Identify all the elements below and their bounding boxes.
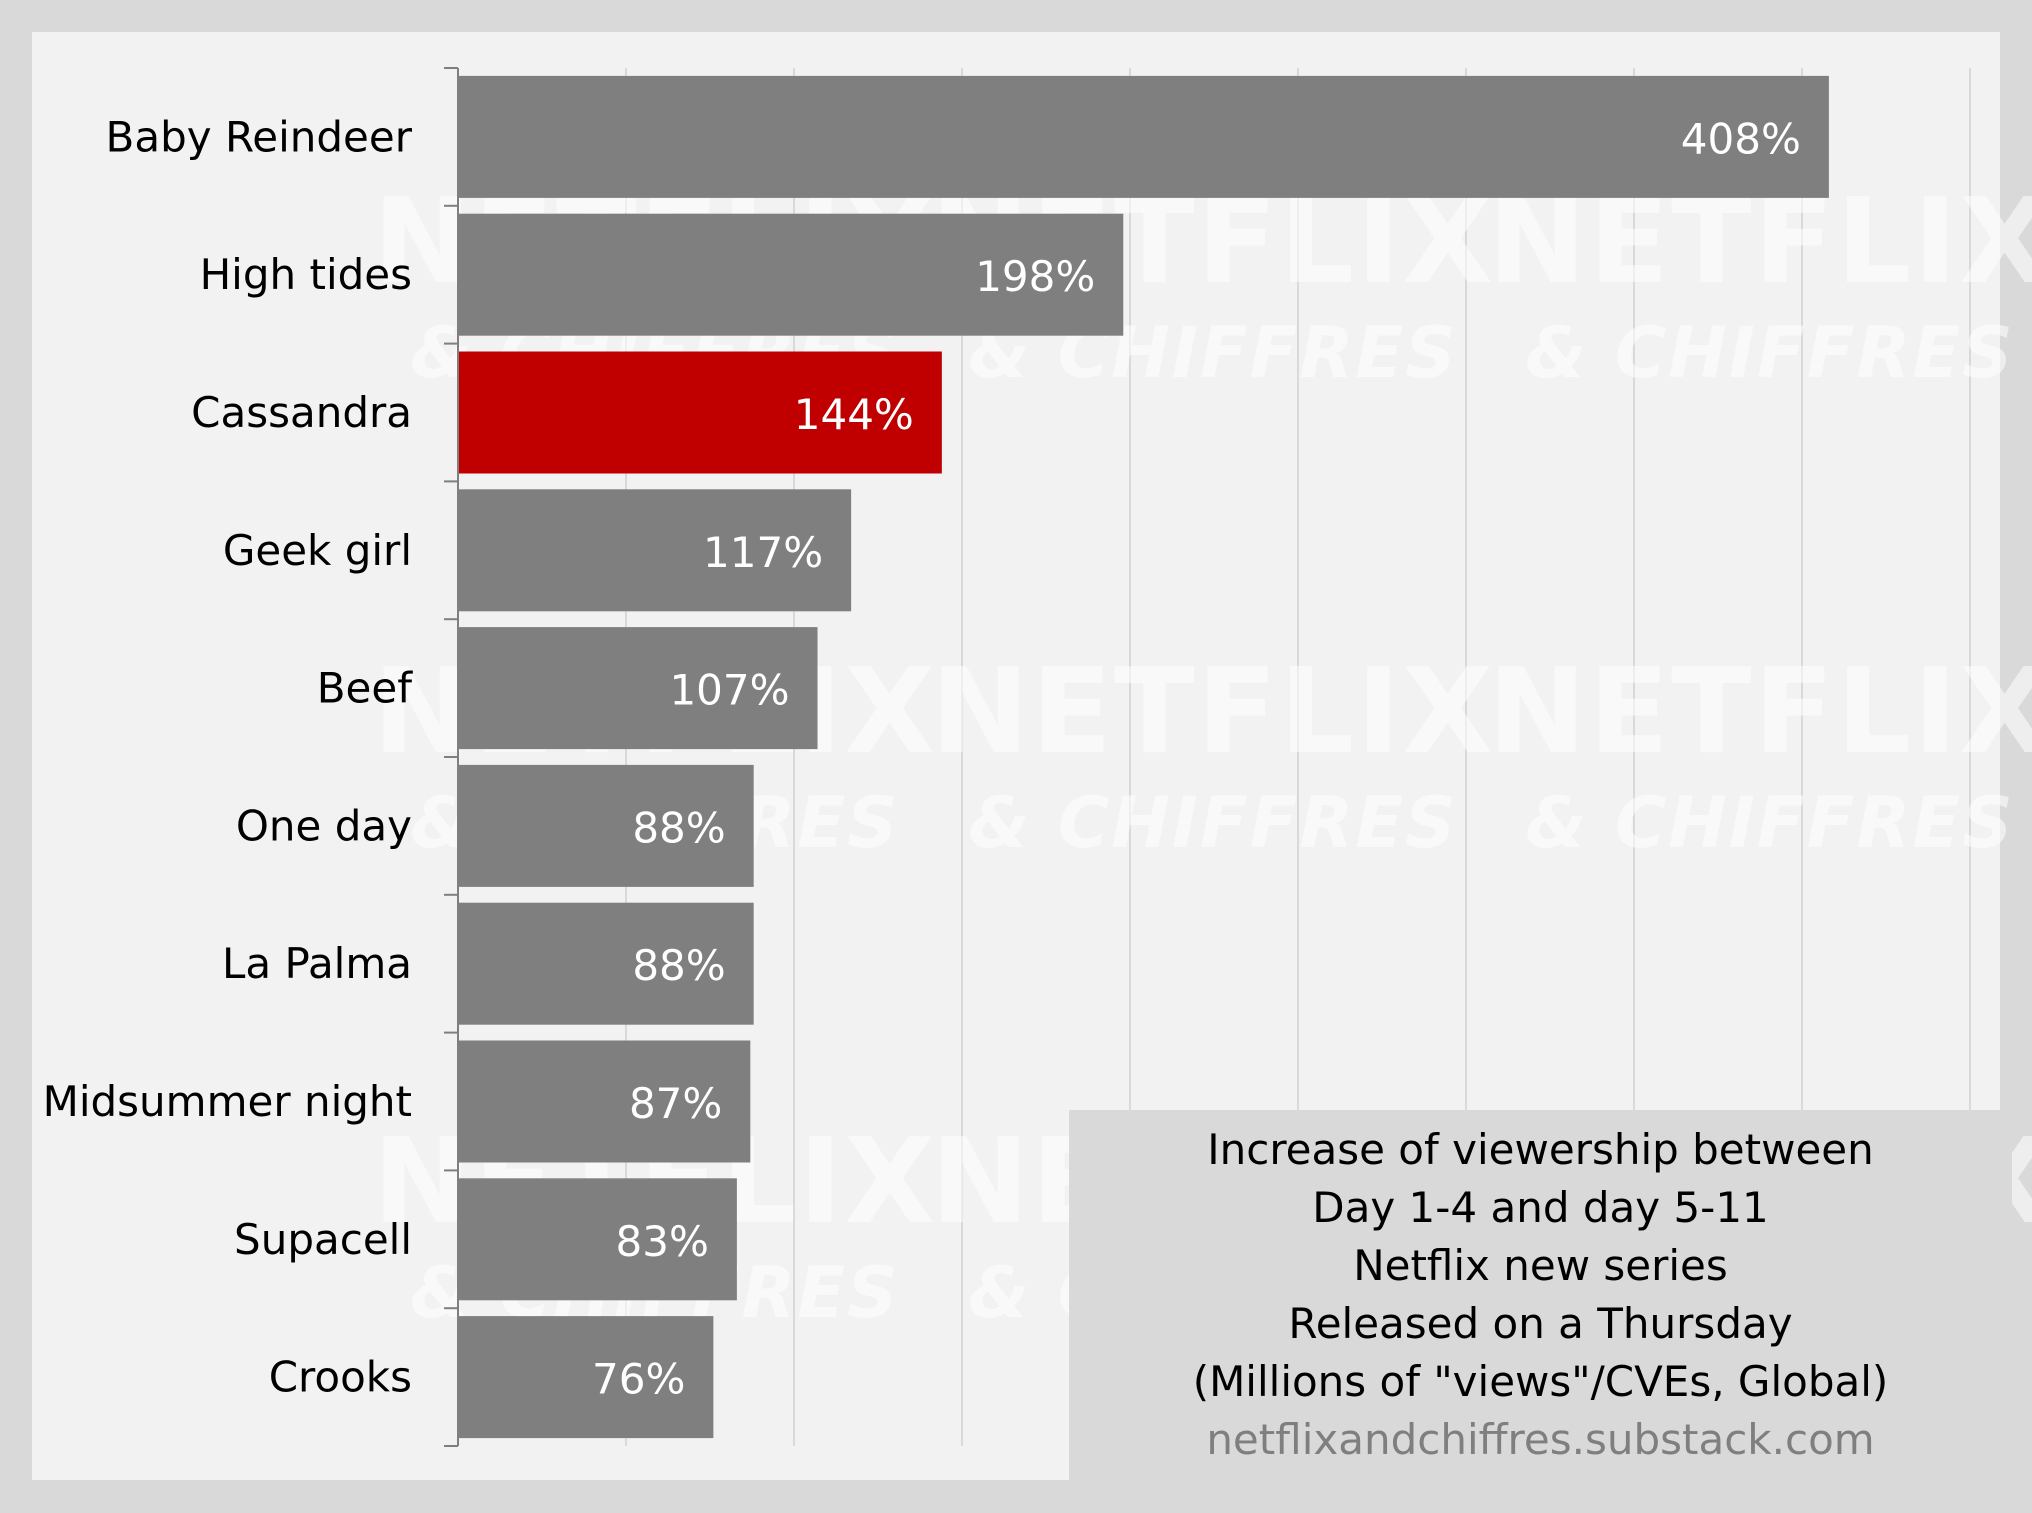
watermark-tagline: & CHIFFRES [1525,782,2014,864]
category-label: Beef [317,664,413,713]
category-label: One day [236,801,412,850]
value-label: 198% [975,252,1095,301]
watermark-tagline: & CHIFFRES [1525,312,2014,394]
caption-line-5: (Millions of "views"/CVEs, Global) [1192,1357,1889,1406]
bar-midsummer-night [458,1040,751,1163]
labels-layer: Baby Reindeer 408% High tides 198% Cassandra… [43,112,1801,1403]
watermark-tagline: & CHIFFRES [968,782,1457,864]
value-label: 408% [1681,114,1801,163]
value-label: 76% [592,1355,685,1404]
value-label: 117% [703,528,823,577]
category-label: Supacell [234,1215,412,1264]
category-label: Cassandra [191,388,412,437]
bar-la-palma [458,902,754,1025]
bar-crooks [458,1316,714,1439]
bar-baby-reindeer [458,75,1829,198]
bar-one-day [458,764,754,887]
bars-layer [458,75,1829,1439]
axis-layer [444,67,459,1447]
caption-line-1: Increase of viewership between [1207,1125,1874,1174]
caption-line-2: Day 1-4 and day 5-11 [1312,1183,1769,1232]
value-label: 88% [632,941,725,990]
chart-caption: Increase of viewership between Day 1-4 a… [1069,1110,2012,1480]
bar-supacell [458,1178,737,1301]
value-label: 88% [632,803,725,852]
source-url[interactable]: netflixandchiffres.substack.com [1206,1415,1875,1464]
watermark-brand: NETFLIX [1488,642,2032,780]
watermark-brand: NETFLIX [931,642,1496,780]
value-label: 107% [669,666,789,715]
category-label: Crooks [269,1353,412,1402]
bar-cassandra [458,351,942,474]
category-label: High tides [200,250,412,299]
value-label: 83% [616,1217,709,1266]
value-label: 87% [629,1079,722,1128]
category-label: La Palma [222,939,412,988]
bar-high-tides [458,213,1124,336]
caption-line-3: Netflix new series [1353,1241,1728,1290]
caption-line-4: Released on a Thursday [1288,1299,1793,1348]
category-label: Geek girl [223,526,412,575]
bar-geek-girl [458,489,852,612]
value-label: 144% [794,390,914,439]
category-label: Midsummer night [43,1077,412,1126]
bar-beef [458,627,818,750]
category-label: Baby Reindeer [106,112,413,161]
